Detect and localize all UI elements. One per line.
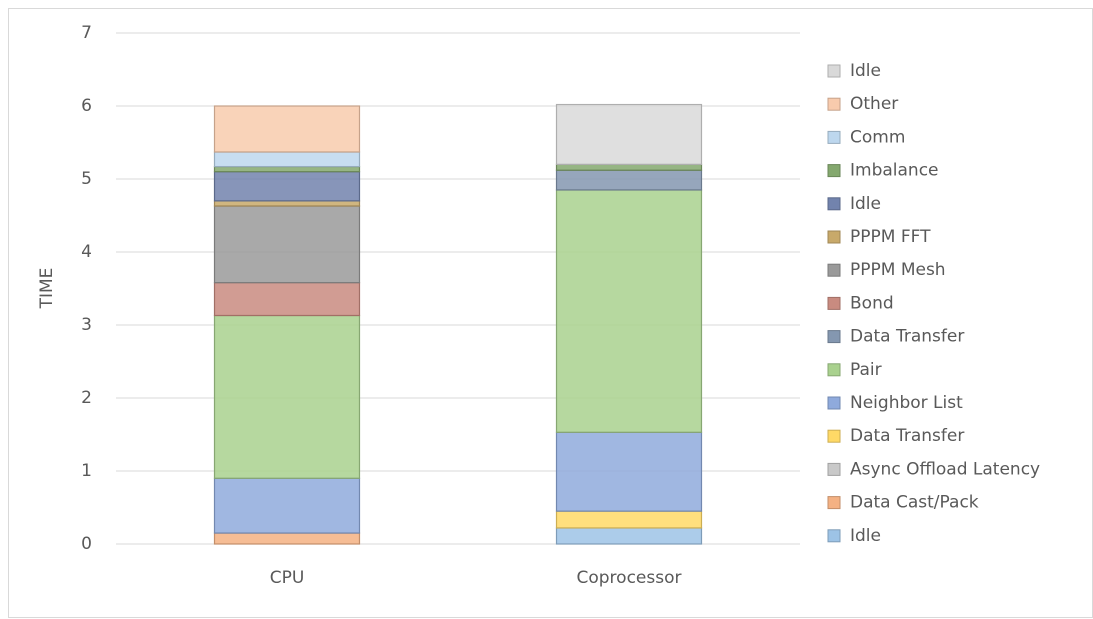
y-tick-label: 7 — [81, 23, 92, 43]
legend-swatch — [827, 496, 841, 510]
legend-label: Pair — [850, 360, 882, 380]
bar-segment — [213, 171, 361, 202]
bar-segment — [555, 103, 703, 166]
legend-swatch — [827, 462, 841, 476]
y-tick-label: 5 — [81, 169, 92, 189]
legend-label: Data Transfer — [850, 327, 964, 347]
chart-frame — [8, 8, 1093, 618]
legend-swatch — [827, 330, 841, 344]
legend-swatch — [827, 263, 841, 277]
legend-label: Neighbor List — [850, 393, 963, 413]
y-axis-label: TIME — [37, 268, 57, 310]
legend-swatch — [827, 197, 841, 211]
bar-segment — [213, 105, 361, 153]
y-tick-label: 4 — [81, 242, 92, 262]
legend-swatch — [827, 429, 841, 443]
legend-label: Bond — [850, 293, 894, 313]
bar-segment — [555, 189, 703, 433]
legend-swatch — [827, 130, 841, 144]
legend-label: PPPM FFT — [850, 227, 931, 247]
legend-swatch — [827, 97, 841, 111]
bar-segment — [555, 431, 703, 512]
legend-label: Data Cast/Pack — [850, 493, 979, 513]
bar-segment — [213, 205, 361, 284]
legend-label: Imbalance — [850, 161, 939, 181]
legend-swatch — [827, 64, 841, 78]
legend-label: Other — [850, 94, 898, 114]
y-tick-label: 2 — [81, 388, 92, 408]
legend-label: PPPM Mesh — [850, 260, 946, 280]
bar-segment — [555, 163, 703, 171]
bar-segment — [213, 532, 361, 545]
legend-swatch — [827, 230, 841, 244]
legend-label: Idle — [850, 526, 881, 546]
legend-swatch — [827, 363, 841, 377]
bar-segment — [555, 510, 703, 529]
bar-segment — [213, 151, 361, 168]
y-tick-label: 3 — [81, 315, 92, 335]
y-tick-label: 1 — [81, 461, 92, 481]
bar-segment — [213, 200, 361, 207]
x-tick-label: CPU — [270, 568, 305, 588]
legend-swatch — [827, 529, 841, 543]
y-tick-label: 0 — [81, 534, 92, 554]
bar-segment — [555, 169, 703, 191]
legend-label: Async Offload Latency — [850, 459, 1040, 479]
x-tick-label: Coprocessor — [577, 568, 682, 588]
y-tick-label: 6 — [81, 96, 92, 116]
legend-label: Comm — [850, 127, 905, 147]
bar-segment — [213, 477, 361, 534]
legend-label: Idle — [850, 194, 881, 214]
bar-segment — [555, 527, 703, 545]
legend-label: Idle — [850, 61, 881, 81]
legend-swatch — [827, 396, 841, 410]
bar-segment — [213, 165, 361, 173]
legend-label: Data Transfer — [850, 426, 964, 446]
legend-swatch — [827, 164, 841, 178]
bar-segment — [213, 282, 361, 317]
legend-swatch — [827, 296, 841, 310]
bar-segment — [213, 314, 361, 479]
